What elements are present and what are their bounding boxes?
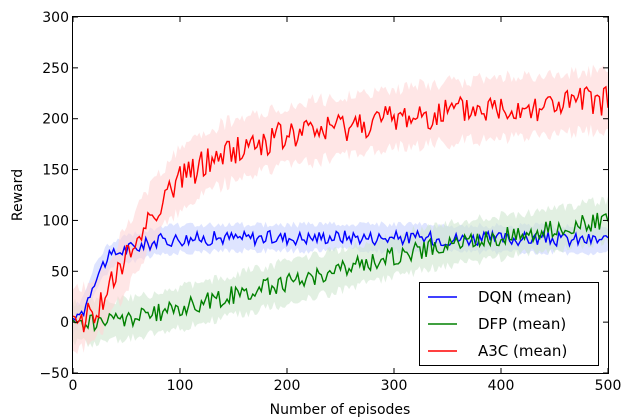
variance-bands [73, 64, 608, 355]
x-tick-label: 300 [381, 378, 408, 394]
legend-label-a3c: A3C (mean) [478, 342, 567, 360]
line-a3c [72, 85, 609, 333]
x-axis-label: Number of episodes [270, 402, 411, 418]
y-tick-label: 150 [42, 163, 69, 179]
legend-label-dfp: DFP (mean) [478, 315, 566, 333]
y-axis-ticks: −50 0 50 100 150 200 250 300 [39, 10, 608, 382]
x-tick-label: 200 [274, 378, 301, 394]
y-tick-label: 200 [42, 112, 69, 128]
x-tick-label: 0 [69, 378, 78, 394]
line-dqn [72, 228, 609, 321]
y-tick-label: 100 [42, 213, 69, 229]
legend-label-dqn: DQN (mean) [478, 288, 572, 306]
y-axis-label: Reward [10, 169, 26, 221]
line-dfp [72, 212, 609, 333]
band-a3c [73, 64, 608, 355]
x-axis-ticks: 0 100 200 300 400 500 [69, 17, 622, 394]
y-tick-label: 250 [42, 61, 69, 77]
series-lines [72, 85, 609, 333]
x-tick-label: 500 [595, 378, 622, 394]
y-tick-label: 300 [42, 10, 69, 26]
band-dfp [73, 196, 608, 348]
x-tick-label: 100 [167, 378, 194, 394]
y-tick-label: −50 [39, 366, 69, 382]
x-tick-label: 400 [488, 378, 515, 394]
y-tick-label: 0 [60, 315, 69, 331]
plot-frame [72, 16, 609, 374]
y-tick-label: 50 [51, 264, 69, 280]
legend: DQN (mean) DFP (mean) A3C (mean) [419, 282, 599, 366]
